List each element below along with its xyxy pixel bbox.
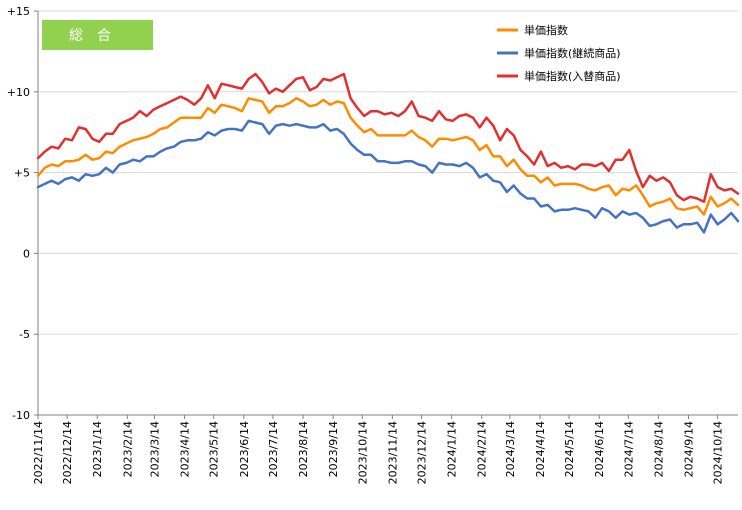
y-tick-label: 0 <box>23 247 30 260</box>
y-tick-label: +10 <box>7 86 30 99</box>
series-line-3 <box>36 72 740 203</box>
title-badge-background <box>42 20 153 50</box>
x-tick-label: 2023/11/14 <box>386 421 399 484</box>
x-tick-label: 2023/12/14 <box>415 421 428 484</box>
x-tick-label: 2023/3/14 <box>149 421 162 477</box>
x-tick-label: 2023/9/14 <box>327 421 340 477</box>
legend-label-1: 単価指数 <box>524 23 568 37</box>
x-tick-label: 2023/4/14 <box>179 421 192 477</box>
x-tick-label: 2022/11/14 <box>32 421 45 484</box>
y-tick-labels: -10 -5 0 +5 +10 +15 <box>7 5 38 422</box>
x-tick-label: 2024/10/14 <box>712 421 725 484</box>
x-tick-label: 2024/6/14 <box>593 421 606 477</box>
series-line-2 <box>36 119 740 234</box>
x-tick-label: 2024/4/14 <box>534 421 547 477</box>
x-tick-label: 2023/6/14 <box>238 421 251 477</box>
x-tick-label: 2022/12/14 <box>61 421 74 484</box>
series-line-1 <box>36 97 740 216</box>
legend-label-3: 単価指数(入替商品) <box>524 69 621 83</box>
y-tick-label: +15 <box>7 5 30 18</box>
x-tick-label: 2024/2/14 <box>476 421 489 477</box>
x-tick-label: 2023/7/14 <box>267 421 280 477</box>
y-tick-label: +5 <box>14 167 30 180</box>
x-tick-label: 2024/7/14 <box>622 421 635 477</box>
x-tick-label: 2023/1/14 <box>91 421 104 477</box>
y-tick-label: -5 <box>19 328 30 341</box>
x-tick-label: 2024/1/14 <box>446 421 459 477</box>
chart-title-badge: 総合 <box>42 20 153 50</box>
x-tick-label: 2024/3/14 <box>504 421 517 477</box>
y-tick-label: -10 <box>12 409 30 422</box>
x-tick-label: 2024/5/14 <box>563 421 576 477</box>
legend-label-2: 単価指数(継続商品) <box>524 46 621 60</box>
x-tick-labels: 2022/11/14 2022/12/14 2023/1/14 2023/2/14 20… <box>32 415 725 484</box>
chart-title: 総合 <box>69 28 125 44</box>
x-tick-label: 2023/2/14 <box>121 421 134 477</box>
legend-background <box>490 18 690 90</box>
x-tick-label: 2024/8/14 <box>652 421 665 477</box>
series-lines <box>36 72 740 234</box>
x-tick-label: 2023/5/14 <box>208 421 221 477</box>
x-tick-label: 2024/9/14 <box>682 421 695 477</box>
x-tick-label: 2023/10/14 <box>356 421 369 484</box>
x-tick-label: 2023/8/14 <box>297 421 310 477</box>
